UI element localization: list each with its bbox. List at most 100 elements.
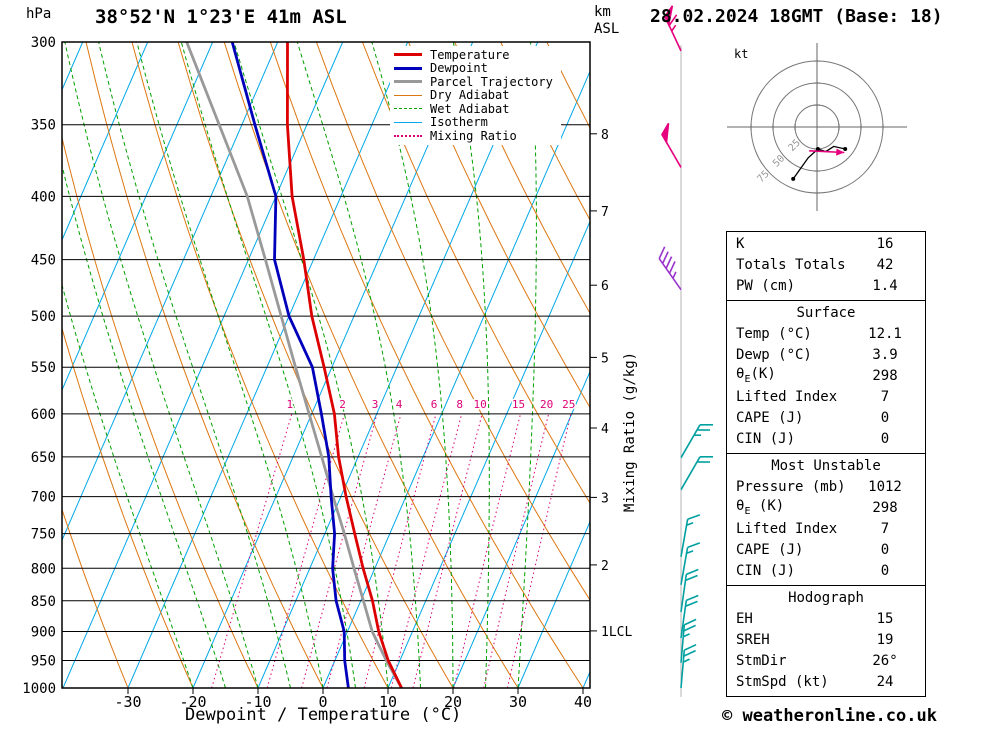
table-row: Totals Totals 42 bbox=[727, 255, 925, 276]
isotherm-line bbox=[127, 42, 409, 688]
dry-adiabat-line bbox=[62, 326, 194, 688]
isotherm-line bbox=[387, 220, 590, 688]
table-row-value: 15 bbox=[876, 611, 894, 627]
table-row: Lifted Index 7 bbox=[727, 387, 925, 408]
table-section-hodograph: Hodograph EH 15 SREH 19 StmDir 26° StmSpd (kt) 2… bbox=[726, 585, 926, 697]
temperature-curve bbox=[285, 42, 403, 688]
km-tick-label: 6 bbox=[601, 279, 609, 294]
table-row: StmDir 26° bbox=[727, 651, 925, 672]
table-row-label: θE(K) bbox=[736, 365, 776, 385]
table-section-indices: K 16 Totals Totals 42 PW (cm) 1.4 bbox=[726, 231, 926, 301]
wind-barb-half-tick bbox=[671, 24, 677, 32]
table-row-label: θE (K) bbox=[736, 497, 785, 517]
storm-motion-arrowhead bbox=[836, 148, 845, 156]
table-row-label: Pressure (mb) bbox=[736, 479, 846, 495]
pressure-tick-label: 800 bbox=[31, 561, 56, 577]
legend-item: Mixing Ratio bbox=[394, 129, 553, 143]
mixing-ratio-value-label: 25 bbox=[562, 398, 575, 411]
km-tick-label: 1LCL bbox=[601, 625, 632, 640]
parcel-trajectory-curve bbox=[185, 42, 403, 688]
wind-barb-pennant bbox=[661, 122, 670, 145]
wind-barb bbox=[680, 618, 697, 663]
mixing-ratio-value-label: 15 bbox=[512, 398, 525, 411]
legend-label: Parcel Trajectory bbox=[430, 74, 553, 89]
mixing-ratio-axis-label: Mixing Ratio (g/kg) bbox=[622, 352, 638, 512]
wind-barb-full-tick bbox=[668, 261, 676, 274]
table-row-value: 24 bbox=[876, 674, 894, 690]
dry-adiabat-line bbox=[62, 507, 129, 688]
dewpoint-curve bbox=[230, 42, 350, 688]
km-tick-label: 2 bbox=[601, 559, 609, 574]
table-section-most-unstable: Most Unstable Pressure (mb) 1012 θE (K) 298 L… bbox=[726, 453, 926, 586]
wet-adiabat-line bbox=[62, 163, 226, 688]
temperature-tick-label: 10 bbox=[379, 693, 397, 711]
table-row-value: 298 bbox=[872, 500, 898, 516]
mixing-ratio-value-label: 3 bbox=[372, 398, 379, 411]
wind-barb-full-tick bbox=[687, 542, 701, 549]
temperature-tick-label: 20 bbox=[444, 693, 462, 711]
wind-barb-staff bbox=[680, 456, 701, 491]
hodograph-unit-label: kt bbox=[734, 47, 748, 61]
mixing-ratio-value-label: 8 bbox=[456, 398, 463, 411]
wind-barb-full-tick bbox=[683, 618, 697, 626]
table-row-label: Temp (°C) bbox=[736, 326, 812, 342]
table-row: Pressure (mb) 1012 bbox=[727, 477, 925, 498]
mixing-ratio-labels: 1 2 3 4 6 8 10 15 20 25 bbox=[285, 396, 577, 412]
mixing-ratio-line bbox=[453, 413, 521, 688]
isotherm-line bbox=[192, 42, 474, 688]
wind-barb-staff bbox=[680, 650, 686, 689]
legend-label: Temperature bbox=[430, 47, 510, 62]
pressure-tick-label: 1000 bbox=[22, 681, 56, 697]
pressure-tick-label: 350 bbox=[31, 118, 56, 134]
table-row-label: SREH bbox=[736, 632, 770, 648]
table-row: PW (cm) 1.4 bbox=[727, 276, 925, 297]
isotherm-line bbox=[62, 42, 344, 688]
wind-barb-full-tick bbox=[685, 600, 698, 608]
legend-swatch bbox=[394, 66, 422, 70]
pressure-tick-label: 500 bbox=[31, 309, 56, 325]
wet-adiabat-line bbox=[180, 42, 356, 688]
table-row-value: 42 bbox=[876, 257, 894, 273]
dry-adiabat-line bbox=[408, 42, 590, 409]
wind-barb-full-tick bbox=[658, 246, 666, 259]
wind-barb-column bbox=[658, 5, 713, 697]
wind-barb-full-tick bbox=[683, 643, 697, 651]
dry-adiabat-line bbox=[454, 42, 590, 315]
pressure-tick-label: 850 bbox=[31, 594, 56, 610]
table-row-value: 0 bbox=[880, 410, 890, 426]
temperature-tick-label: -10 bbox=[244, 693, 271, 711]
wind-barb-half-tick bbox=[672, 271, 677, 279]
mixing-ratio-value-label: 4 bbox=[396, 398, 403, 411]
table-row-label: Lifted Index bbox=[736, 389, 838, 405]
copyright-link[interactable]: © weatheronline.co.uk bbox=[722, 706, 937, 726]
legend-swatch bbox=[394, 94, 422, 96]
wind-barb-staff bbox=[680, 624, 686, 663]
table-row-value: 1.4 bbox=[872, 278, 898, 294]
pressure-tick-labels: 300 350 400 450 500 550 600 650 700 750 800 850 900 9… bbox=[22, 35, 56, 697]
pressure-tick-label: 600 bbox=[31, 407, 56, 423]
datetime-title: 28.02.2024 18GMT (Base: 18) bbox=[650, 6, 943, 27]
table-row-value: 19 bbox=[876, 632, 894, 648]
mixing-ratio-lines bbox=[211, 413, 572, 688]
table-row-value: 1012 bbox=[868, 479, 902, 495]
legend-swatch bbox=[394, 108, 422, 110]
wind-barb-full-tick bbox=[668, 14, 678, 26]
table-section-header: Surface bbox=[796, 305, 856, 321]
wind-barb-half-tick bbox=[682, 633, 690, 638]
altitude-unit-asl: ASL bbox=[594, 21, 620, 37]
pressure-tick-label: 900 bbox=[31, 625, 56, 641]
wind-barb-full-tick bbox=[687, 514, 701, 521]
wet-adiabat-line bbox=[62, 283, 194, 688]
legend-swatch bbox=[394, 121, 422, 123]
sounding-curves bbox=[185, 42, 403, 688]
temperature-tick-label: -30 bbox=[114, 693, 141, 711]
isotherm-line bbox=[62, 42, 149, 242]
hodograph-ring-label: 25 bbox=[787, 138, 803, 154]
mixing-ratio-value-label: 6 bbox=[431, 398, 438, 411]
mixing-ratio-line bbox=[390, 413, 463, 688]
table-row-value: 298 bbox=[872, 368, 898, 384]
mixing-ratio-value-label: 20 bbox=[540, 398, 553, 411]
table-row-label: CIN (J) bbox=[736, 431, 796, 447]
altitude-unit-km: km bbox=[594, 4, 611, 20]
hodograph-trace-point bbox=[843, 147, 848, 151]
